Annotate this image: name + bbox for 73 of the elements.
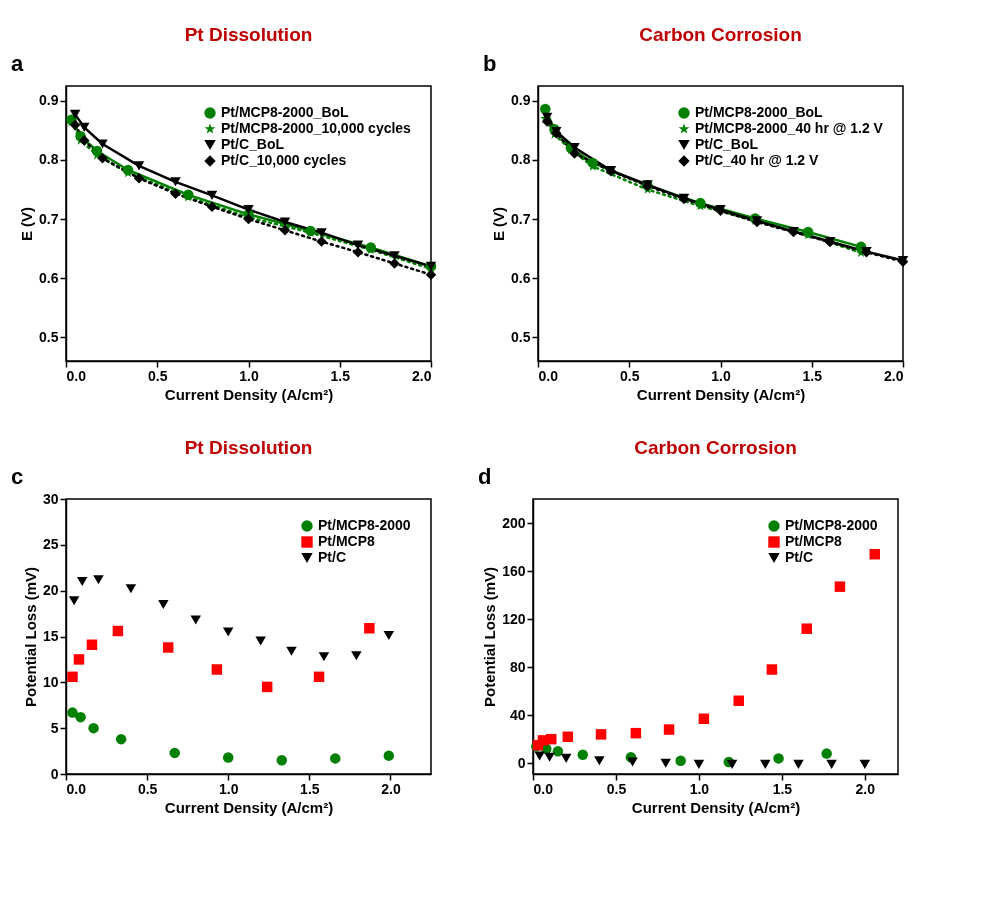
y-tick-label: 160 <box>502 562 526 579</box>
y-tick-label: 200 <box>502 514 526 531</box>
x-tick-label: 0.5 <box>606 780 627 797</box>
x-tick-label: 1.5 <box>802 367 823 384</box>
x-tick-label: 1.5 <box>330 367 351 384</box>
legend-label: Pt/MCP8-2000_10,000 cycles <box>221 120 412 136</box>
x-tick-label: 1.5 <box>300 780 320 797</box>
x-tick-label: 1.0 <box>218 780 239 797</box>
y-tick-label: 0.6 <box>39 269 59 286</box>
y-tick-label: 0.7 <box>511 210 531 227</box>
x-tick-label: 2.0 <box>855 780 876 797</box>
x-axis-title: Current Density (A/cm²) <box>164 798 334 816</box>
chart-title: Pt Dissolution <box>184 437 313 458</box>
legend-label: Pt/MCP8-2000_40 hr @ 1.2 V <box>695 120 884 136</box>
y-tick-label: 10 <box>42 673 59 690</box>
y-tick-label: 0.8 <box>39 151 59 168</box>
legend-label: Pt/C_BoL <box>221 136 285 152</box>
legend-label: Pt/C <box>318 549 346 565</box>
x-axis-title: Current Density (A/cm²) <box>631 798 801 816</box>
y-tick-label: 80 <box>509 658 526 675</box>
y-tick-label: 0.5 <box>511 328 531 345</box>
text: a <box>11 51 24 76</box>
y-axis-title: Potential Loss (mV) <box>481 566 499 708</box>
legend-label: Pt/C <box>785 549 813 565</box>
x-axis-title: Current Density (A/cm²) <box>164 385 334 403</box>
y-axis-title: E (V) <box>18 206 36 242</box>
y-tick-label: 25 <box>42 536 59 553</box>
y-tick-label: 120 <box>502 610 526 627</box>
chart-title: Carbon Corrosion <box>634 437 797 458</box>
y-tick-label: 0.5 <box>39 328 59 345</box>
legend-label: Pt/MCP8-2000_BoL <box>695 104 824 120</box>
y-tick-label: 0 <box>517 754 526 771</box>
x-tick-label: 1.0 <box>711 367 731 384</box>
y-tick-label: 40 <box>509 706 526 723</box>
x-tick-label: 1.0 <box>239 367 259 384</box>
y-tick-label: 5 <box>50 719 59 736</box>
text: d <box>478 464 492 489</box>
legend-label: Pt/C_BoL <box>695 136 759 152</box>
y-tick-label: 30 <box>42 490 59 507</box>
x-tick-label: 2.0 <box>412 367 432 384</box>
text: c <box>11 464 24 489</box>
x-tick-label: 0.0 <box>66 780 87 797</box>
x-tick-label: 0.5 <box>620 367 640 384</box>
x-tick-label: 0.0 <box>66 367 87 384</box>
y-tick-label: 0.6 <box>511 269 531 286</box>
legend-label: Pt/C_10,000 cycles <box>221 152 347 168</box>
y-axis-title: Potential Loss (mV) <box>21 566 39 708</box>
text: b <box>483 51 497 76</box>
legend-label: Pt/MCP8 <box>318 533 375 549</box>
x-tick-label: 0.0 <box>538 367 559 384</box>
x-tick-label: 0.0 <box>533 780 554 797</box>
y-tick-label: 0 <box>50 765 59 782</box>
x-tick-label: 0.5 <box>137 780 158 797</box>
legend-label: Pt/C_40 hr @ 1.2 V <box>695 152 820 168</box>
x-tick-label: 2.0 <box>381 780 401 797</box>
y-tick-label: 0.9 <box>39 92 59 109</box>
y-tick-label: 0.7 <box>39 210 59 227</box>
x-tick-label: 1.5 <box>772 780 793 797</box>
x-tick-label: 0.5 <box>148 367 168 384</box>
chart-title: Pt Dissolution <box>184 24 313 45</box>
chart-title: Carbon Corrosion <box>639 24 802 45</box>
y-tick-label: 15 <box>42 628 59 644</box>
x-tick-label: 1.0 <box>689 780 710 797</box>
legend-label: Pt/MCP8-2000 <box>318 517 411 533</box>
x-axis-title: Current Density (A/cm²) <box>636 385 806 403</box>
y-axis-title: E (V) <box>490 206 508 242</box>
y-tick-label: 0.9 <box>511 92 531 109</box>
legend-label: Pt/MCP8 <box>785 533 842 549</box>
x-tick-label: 2.0 <box>884 367 904 384</box>
y-tick-label: 0.8 <box>511 151 531 168</box>
y-tick-label: 20 <box>42 582 59 599</box>
legend-label: Pt/MCP8-2000 <box>785 517 878 533</box>
legend-label: Pt/MCP8-2000_BoL <box>221 104 350 120</box>
